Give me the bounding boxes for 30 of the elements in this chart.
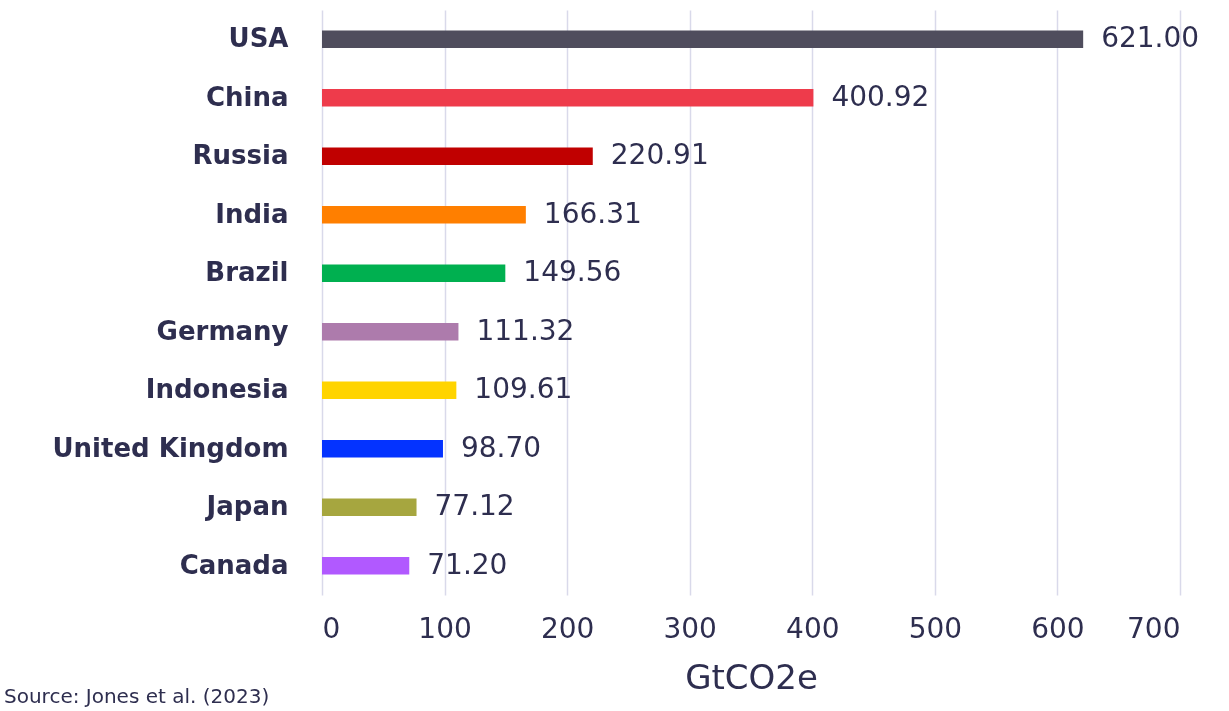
y-tick-label: Germany xyxy=(156,315,289,346)
y-tick-label: United Kingdom xyxy=(52,432,289,463)
data-label: 220.91 xyxy=(610,138,709,172)
x-tick-label: 200 xyxy=(540,611,595,645)
y-tick-label: Indonesia xyxy=(145,374,289,405)
x-tick-label: 700 xyxy=(1127,611,1181,645)
data-label: 149.56 xyxy=(523,255,622,289)
data-label: 400.92 xyxy=(831,79,930,113)
data-label: 98.70 xyxy=(460,430,542,464)
x-tick-label: 600 xyxy=(1031,611,1085,645)
y-tick-label: USA xyxy=(228,23,289,54)
y-tick-label: Canada xyxy=(179,549,289,580)
x-tick-label: 300 xyxy=(663,611,717,645)
y-tick-label: India xyxy=(215,198,289,229)
data-label: 109.61 xyxy=(474,372,573,406)
x-tick-label: 400 xyxy=(786,611,840,645)
y-tick-label: China xyxy=(205,81,289,112)
data-label: 166.31 xyxy=(543,196,642,230)
x-tick-label: 100 xyxy=(418,611,472,645)
data-label: 71.20 xyxy=(427,547,508,581)
y-tick-label: Brazil xyxy=(205,257,289,288)
x-tick-label: 500 xyxy=(908,611,963,645)
y-tick-label: Japan xyxy=(204,491,289,522)
data-label: 621.00 xyxy=(1101,21,1200,55)
x-axis-title: GtCO2e xyxy=(685,656,818,697)
x-tick-label: 0 xyxy=(322,611,341,645)
data-label: 77.12 xyxy=(434,489,515,523)
y-tick-label: Russia xyxy=(192,140,289,171)
data-label: 111.32 xyxy=(476,313,575,347)
source-note: Source: Jones et al. (2023) xyxy=(4,684,270,708)
